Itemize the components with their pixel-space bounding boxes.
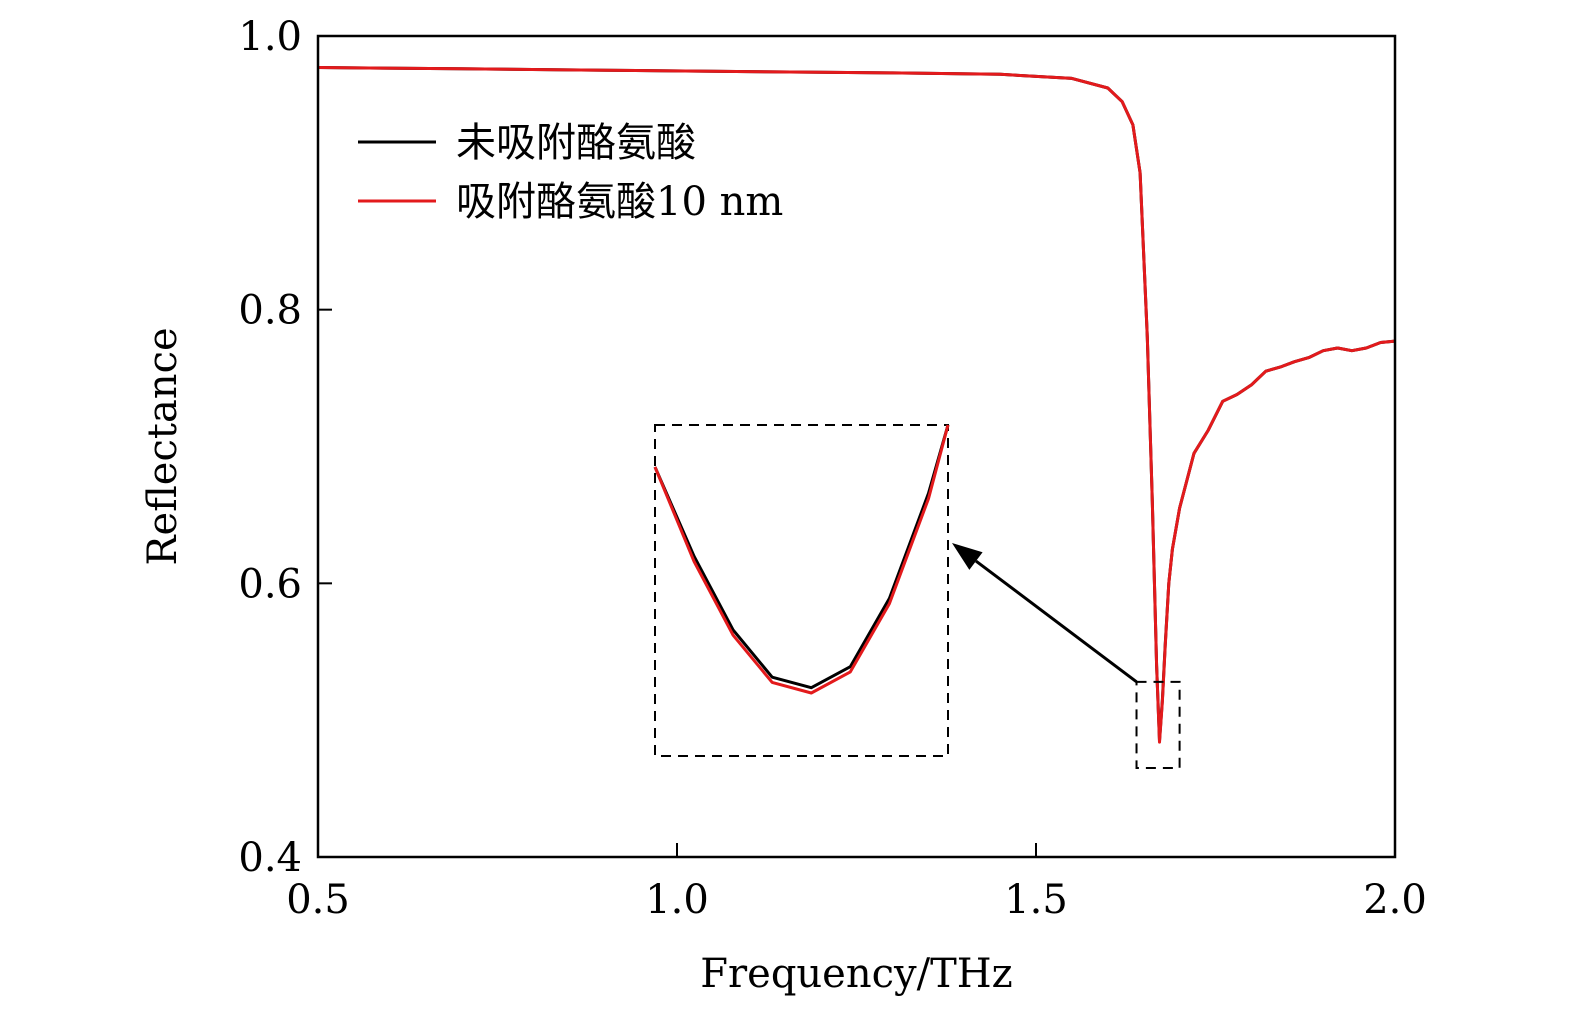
zoom-region-box	[1135, 680, 1181, 770]
series-layer	[317, 66, 1396, 744]
x-axis-title: Frequency/THz	[700, 951, 1012, 997]
x-tick-label: 1.0	[645, 877, 709, 923]
inset-curve-black	[653, 424, 950, 690]
inset-layer	[653, 424, 1181, 770]
inset-curve-red	[653, 424, 950, 695]
zoom-arrow-head	[952, 543, 983, 570]
inset-box	[654, 424, 949, 757]
y-axis-title: Reflectance	[140, 327, 186, 565]
y-tick-label: 1.0	[238, 14, 302, 60]
legend-label-untreated: 未吸附酪氨酸	[456, 120, 696, 166]
x-tick-label: 1.5	[1004, 877, 1068, 923]
legend: 未吸附酪氨酸 吸附酪氨酸10 nm	[358, 120, 783, 225]
series-line-0	[317, 66, 1396, 743]
plot-frame	[316, 34, 1397, 859]
y-tick-label: 0.6	[238, 561, 302, 607]
y-tick-label: 0.4	[238, 835, 302, 881]
ticks-layer: 0.5 1.0 1.5 2.0 0.4 0.6 0.8 1.0	[238, 14, 1426, 923]
y-tick-label: 0.8	[238, 288, 302, 334]
x-tick-label: 2.0	[1363, 877, 1427, 923]
x-tick-label: 0.5	[286, 877, 350, 923]
zoom-arrow-line	[975, 559, 1138, 684]
series-line-1	[317, 66, 1396, 744]
legend-label-adsorbed: 吸附酪氨酸10 nm	[456, 179, 783, 225]
